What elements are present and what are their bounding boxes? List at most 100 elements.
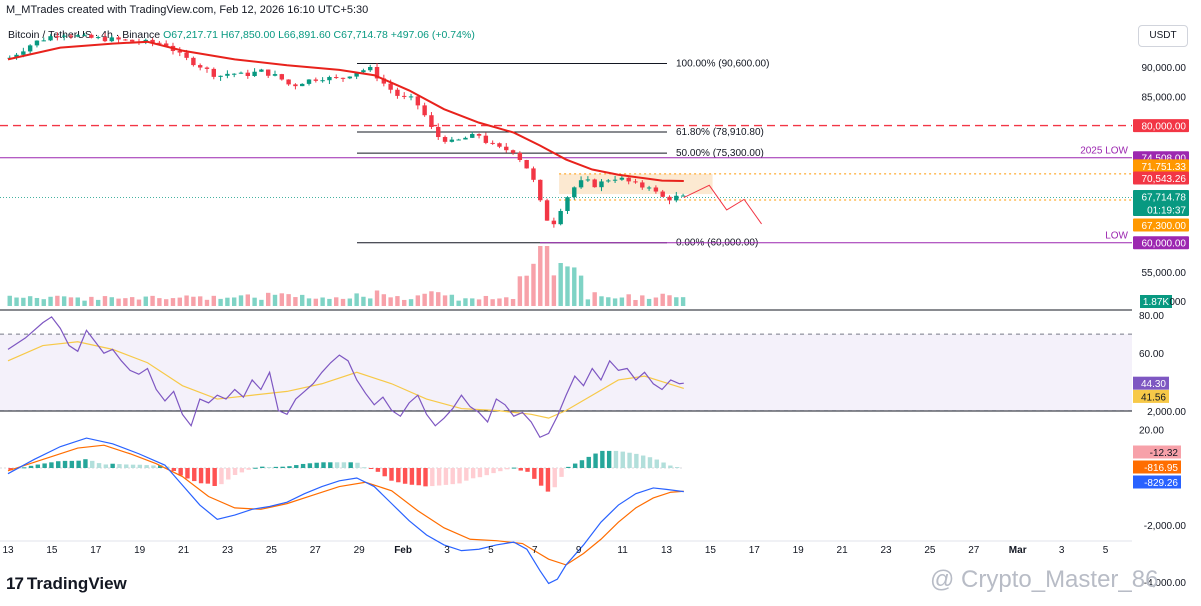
- date-tick-label: 13: [661, 545, 673, 556]
- macd-line: [7, 437, 684, 585]
- macd-histogram-bar: [586, 456, 591, 468]
- candle-body: [191, 57, 196, 66]
- volume-bar: [422, 293, 427, 306]
- macd-histogram-bar: [226, 468, 231, 480]
- candle-body: [572, 187, 577, 198]
- date-tick-label: 21: [178, 545, 190, 556]
- volume-bar: [558, 263, 563, 306]
- macd-histogram-bar: [416, 468, 421, 486]
- macd-histogram-bar: [8, 468, 13, 471]
- volume-bar: [27, 296, 33, 306]
- date-tick-label: 9: [576, 545, 582, 556]
- candle-body: [347, 76, 353, 79]
- candle-body: [470, 134, 475, 138]
- candle-body: [184, 52, 189, 58]
- macd-histogram-bar: [239, 468, 245, 473]
- candle-body: [163, 43, 169, 46]
- macd-histogram-bar: [49, 462, 54, 468]
- date-tick-label: 25: [266, 545, 278, 556]
- macd-histogram-bar: [22, 467, 27, 469]
- candle-body: [381, 78, 387, 84]
- volume-bar: [89, 296, 94, 306]
- candle-body: [21, 51, 26, 55]
- macd-histogram-bar: [674, 467, 680, 469]
- macd-histogram-bar: [158, 465, 163, 468]
- macd-histogram-bar: [579, 460, 585, 468]
- macd-histogram-bar: [634, 453, 639, 468]
- zone-top-badge-bg: [1133, 159, 1189, 173]
- volume-bar: [245, 294, 250, 306]
- macd-histogram-bar: [185, 468, 190, 479]
- volume-bar: [340, 298, 346, 306]
- tradingview-brand: TradingView: [26, 574, 127, 593]
- volume-bar: [612, 298, 618, 306]
- volume-bar: [531, 263, 536, 306]
- volume-bar: [497, 298, 502, 306]
- candle-body: [565, 197, 570, 211]
- volume-bar: [490, 299, 495, 306]
- candle-body: [41, 40, 46, 42]
- candle-body: [531, 168, 536, 180]
- price-tick-label: 55,000.00: [1142, 268, 1187, 279]
- low-badge: 60,000.00: [1142, 239, 1187, 250]
- macd-histogram-bar: [450, 468, 455, 485]
- rsi-badge-bg: [1133, 389, 1169, 403]
- macd-histogram-bar: [532, 468, 537, 479]
- volume-bar: [381, 294, 387, 306]
- macd-histogram-bar: [96, 463, 102, 468]
- candle-body: [327, 77, 332, 81]
- volume-badge-bg: [1140, 295, 1172, 308]
- consolidation-zone: [559, 173, 713, 195]
- macd-histogram-bar: [627, 452, 632, 468]
- macd-histogram-bar: [103, 464, 109, 468]
- volume-bar: [286, 294, 291, 306]
- volume-bar: [674, 297, 679, 306]
- volume-bar: [123, 298, 128, 306]
- macd-histogram-bar: [83, 459, 88, 468]
- fib-level-label: 61.80% (78,910.80): [676, 127, 764, 138]
- candle-body: [320, 80, 325, 82]
- macd-histogram-bar: [464, 468, 469, 481]
- candle-body: [123, 39, 128, 41]
- volume-bar: [347, 298, 353, 306]
- volume-bar: [599, 296, 604, 306]
- volume-bar: [327, 298, 332, 306]
- macd-histogram-bar: [110, 463, 115, 468]
- last-price-badge-bg: [1133, 190, 1189, 217]
- candle-body: [660, 191, 665, 197]
- macd-histogram-bar: [348, 462, 353, 468]
- projection-path: [683, 184, 762, 225]
- volume-bar: [184, 295, 189, 306]
- ema-badge-bg: [1133, 171, 1189, 185]
- macd-histogram-bar: [171, 468, 177, 471]
- candle-body: [578, 180, 584, 188]
- low-2025-label: 2025 LOW: [1080, 146, 1128, 157]
- macd-histogram-bar: [28, 465, 34, 468]
- volume-bar: [551, 275, 557, 306]
- volume-bar: [41, 299, 46, 306]
- candle-body: [245, 72, 250, 76]
- candle-body: [306, 79, 312, 84]
- currency-selector[interactable]: USDT: [1138, 25, 1188, 47]
- candle-body: [286, 79, 291, 85]
- candle-body: [442, 137, 448, 142]
- candle-body: [334, 77, 339, 79]
- candle-body: [619, 177, 625, 180]
- candle-body: [340, 77, 346, 79]
- volume-bar: [293, 297, 298, 306]
- volume-bar: [415, 295, 421, 306]
- macd-histogram-bar: [525, 468, 530, 472]
- volume-bar: [517, 276, 523, 306]
- candle-body: [34, 40, 40, 46]
- macd-histogram-bar: [69, 460, 75, 468]
- candle-body: [266, 69, 271, 76]
- candle-body: [300, 83, 305, 87]
- candle-body: [599, 181, 604, 188]
- candle-body: [272, 74, 278, 76]
- candle-body: [252, 71, 257, 76]
- zone-top-badge: 71,751.33: [1142, 162, 1187, 173]
- candle-body: [653, 187, 659, 192]
- macd-tick-label: 2,000.00: [1147, 407, 1186, 418]
- volume-badge: 1.87K: [1143, 297, 1169, 308]
